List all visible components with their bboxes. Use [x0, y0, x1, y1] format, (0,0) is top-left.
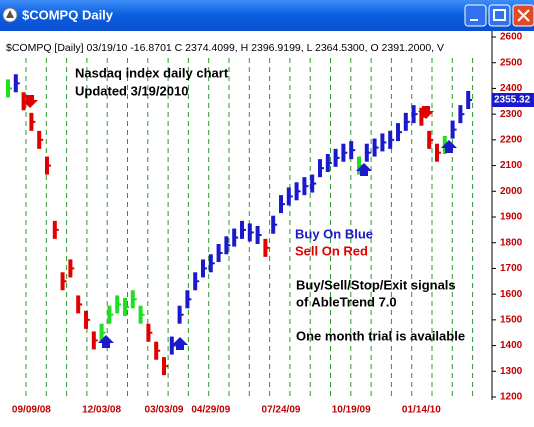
y-tick-label: 1300 [500, 366, 523, 377]
annotation: One month trial is available [296, 328, 465, 343]
y-tick-label: 2000 [500, 186, 523, 197]
maximize-button[interactable] [488, 4, 511, 27]
y-tick-label: 1200 [500, 392, 523, 403]
sell-arrow [22, 95, 38, 108]
y-tick-label: 2500 [500, 57, 523, 68]
y-tick-label: 1700 [500, 263, 523, 274]
y-tick-label: 1500 [500, 314, 523, 325]
buy-arrow [441, 140, 457, 153]
x-tick-label: 01/14/10 [402, 405, 441, 416]
last-price-box [492, 93, 534, 107]
maximize-glyph [493, 9, 506, 21]
window-buttons [464, 4, 534, 27]
annotation: Buy/Sell/Stop/Exit signals [296, 277, 456, 292]
y-tick-label: 2100 [500, 160, 523, 171]
last-price-label: 2355.32 [494, 95, 531, 106]
x-tick-label: 10/19/09 [332, 405, 371, 416]
buy-arrow [98, 335, 114, 348]
x-tick-label: 09/09/08 [12, 405, 51, 416]
buy-arrow [172, 337, 188, 350]
annotation: Sell On Red [295, 243, 368, 258]
x-tick-label: 07/24/09 [262, 405, 301, 416]
plot [6, 74, 473, 376]
close-glyph [517, 9, 530, 22]
signal-arrows [22, 95, 457, 350]
y-tick-label: 1400 [500, 340, 523, 351]
x-tick-label: 03/03/09 [145, 405, 184, 416]
app-icon-glyph [6, 10, 14, 18]
x-tick-label: 12/03/08 [82, 405, 121, 416]
title-bar [0, 0, 534, 31]
y-tick-label: 1600 [500, 289, 523, 300]
annotation: Nasdaq index daily chart [75, 65, 229, 80]
y-tick-label: 1900 [500, 212, 523, 223]
annotations: Nasdaq index daily chart Updated 3/19/201… [75, 65, 465, 343]
price-bar [13, 74, 18, 93]
y-tick-label: 2600 [500, 32, 523, 43]
y-tick-label: 2300 [500, 109, 523, 120]
sell-arrow [418, 106, 434, 119]
chart-header: $COMPQ [Daily] 03/19/10 -16.8701 C 2374.… [6, 42, 444, 54]
annotation: Buy On Blue [295, 226, 373, 241]
minimize-button[interactable] [464, 4, 487, 27]
y-tick-label: 2400 [500, 83, 523, 94]
annotation: Updated 3/19/2010 [75, 83, 188, 98]
annotation: of AbleTrend 7.0 [296, 294, 397, 309]
y-tick-label: 2200 [500, 134, 523, 145]
window-title: $COMPQ Daily [22, 7, 114, 22]
y-tick-label: 1800 [500, 237, 523, 248]
x-tick-label: 04/29/09 [191, 405, 230, 416]
buy-arrow [356, 163, 372, 176]
